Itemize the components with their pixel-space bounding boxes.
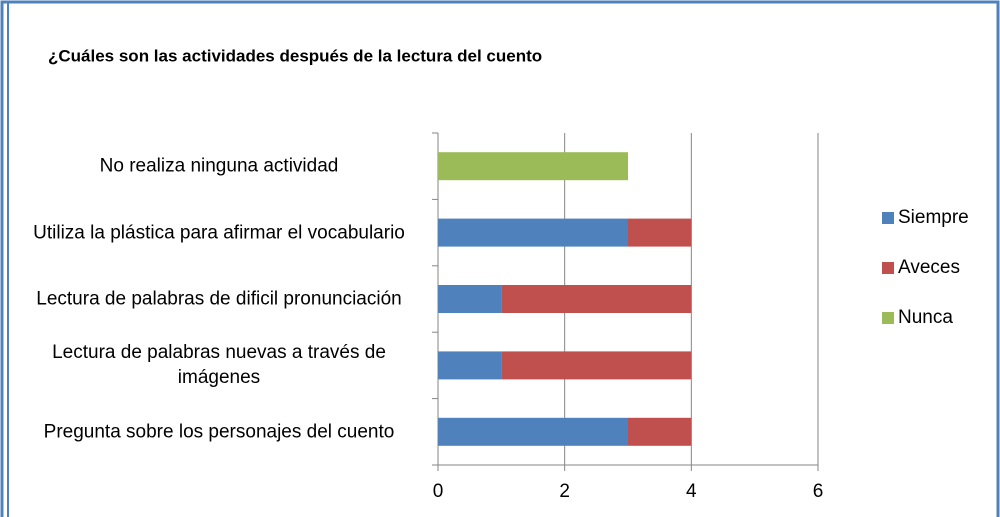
chart-title: ¿Cuáles son las actividades después de l… bbox=[48, 46, 542, 65]
y-tick-label: Lectura de palabras nuevas a través de i… bbox=[52, 342, 386, 389]
bar bbox=[628, 218, 692, 247]
legend-label: Siempre bbox=[898, 207, 969, 228]
legend-label: Aveces bbox=[898, 257, 960, 278]
bar bbox=[628, 417, 692, 446]
y-tick-label: Pregunta sobre los personajes del cuento bbox=[43, 421, 395, 443]
bar bbox=[438, 218, 628, 247]
x-tick-label: 2 bbox=[559, 481, 570, 502]
x-tick-label: 6 bbox=[813, 481, 824, 502]
legend-swatch bbox=[882, 312, 894, 324]
legend-swatch bbox=[882, 212, 894, 224]
y-tick-label: Utiliza la plástica para afirmar el voca… bbox=[33, 222, 405, 244]
bar bbox=[438, 152, 628, 181]
bar bbox=[438, 417, 628, 446]
legend-label: Nunca bbox=[898, 307, 953, 328]
x-tick-label: 0 bbox=[433, 481, 444, 502]
legend-swatch bbox=[882, 262, 894, 274]
bar bbox=[438, 351, 502, 380]
bar bbox=[501, 285, 692, 313]
bar bbox=[438, 285, 502, 313]
y-tick-label: Lectura de palabras de dificil pronuncia… bbox=[36, 288, 402, 310]
x-tick-label: 4 bbox=[686, 481, 697, 502]
y-tick-label: No realiza ninguna actividad bbox=[99, 155, 339, 177]
bar bbox=[501, 351, 692, 380]
